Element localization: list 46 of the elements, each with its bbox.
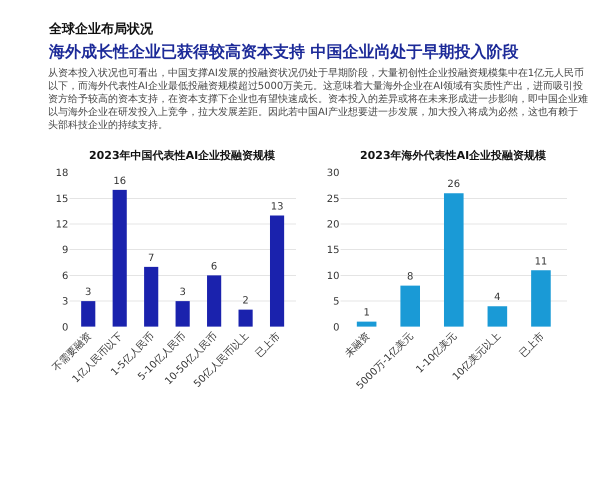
bar [488, 306, 508, 327]
y-tick-label: 15 [56, 194, 68, 205]
text: 从资本投入状况也可看出，中国支撑AI发展的投融资状况仍处于早期阶段，大量初创性企业投融资规模集中在1亿元人民币以下，而海外代表性AI企业最低投融资规模超过5000万美元。这意味着大量海外企业在AI领域有实质性产出，进而吸引投资方给予较高的资本支持，在资本支撑下企业也有望快速成长。资本投入的差异或将在未来形成进一步影响，即中国企业难以与海外企业在研发投入上竞争，拉大发展差距。因此若中国AI产业想要进一步发展，加大投入将成为必然，这也有赖于头部科技企业的持续支持。 [48, 67, 588, 131]
y-tick-label: 12 [56, 220, 68, 231]
bar [531, 270, 551, 327]
bar [356, 322, 376, 327]
text: 海外成长性企业已获得较高资本支持 中国企业尚处于早期投入阶段 [48, 42, 520, 61]
y-tick-label: 0 [62, 322, 68, 334]
y-tick-label: 10 [326, 270, 340, 282]
x-tick-label: 未融资 [342, 330, 372, 360]
bar [270, 215, 284, 327]
data-label: 8 [407, 272, 414, 283]
data-label: 3 [85, 287, 92, 298]
data-label: 7 [148, 252, 154, 264]
bar [400, 286, 420, 327]
data-label: 16 [113, 176, 126, 187]
chart-title: 2023年中国代表性AI企业投融资规模 [89, 149, 276, 162]
y-tick-label: 18 [56, 168, 68, 180]
chart-title: 2023年海外代表性AI企业投融资规模 [360, 149, 548, 162]
data-label: 1 [363, 308, 370, 319]
y-tick-label: 30 [326, 168, 340, 180]
x-tick-label: 已上市 [253, 330, 283, 360]
data-label: 11 [534, 256, 548, 268]
text: 全球企业布局状况 [48, 21, 154, 37]
data-label: 26 [447, 179, 460, 190]
data-label: 4 [494, 292, 501, 304]
y-tick-label: 9 [62, 245, 68, 256]
y-tick-label: 3 [62, 296, 68, 308]
bar [238, 310, 253, 327]
y-tick-label: 0 [333, 322, 340, 334]
y-tick-label: 6 [62, 270, 68, 282]
data-label: 2 [242, 296, 249, 307]
y-tick-label: 20 [326, 220, 340, 231]
data-label: 13 [270, 201, 284, 212]
data-label: 3 [179, 287, 186, 298]
y-tick-label: 5 [333, 296, 340, 308]
data-label: 6 [210, 261, 218, 272]
bar [176, 301, 190, 327]
bar [207, 275, 222, 327]
x-tick-label: 已上市 [516, 330, 547, 360]
y-tick-label: 15 [326, 245, 340, 256]
bar [112, 190, 127, 327]
y-tick-label: 25 [326, 194, 340, 205]
bar [81, 301, 96, 327]
bar [144, 266, 158, 327]
bar [444, 193, 464, 327]
